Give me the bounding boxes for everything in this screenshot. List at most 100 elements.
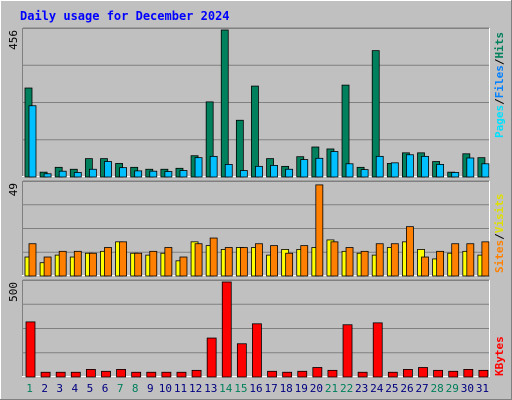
- day-tick-label: 19: [295, 382, 308, 395]
- hits-bar: [251, 85, 259, 178]
- day-tick-label: 28: [431, 382, 444, 395]
- files-bar: [360, 169, 369, 178]
- kbytes-bar: [101, 370, 111, 378]
- kbytes-bar: [433, 369, 444, 378]
- legend-sep: /: [493, 233, 506, 240]
- chart-title: Daily usage for December 2024: [20, 9, 230, 23]
- sites-bar: [119, 241, 127, 277]
- files-bar: [119, 167, 127, 178]
- sites-bar: [390, 243, 399, 277]
- files-bar: [104, 161, 112, 178]
- kbytes-bar: [418, 367, 428, 378]
- kbytes-bar: [448, 370, 459, 378]
- ymax-label: 456: [7, 30, 20, 50]
- kbytes-bar: [327, 369, 338, 378]
- kbytes-bar: [252, 323, 262, 378]
- files-bar: [436, 164, 445, 178]
- day-tick-label: 1: [26, 382, 33, 395]
- day-tick-label: 21: [325, 382, 338, 395]
- hits-bar: [341, 84, 350, 178]
- hits-bar: [220, 29, 229, 178]
- files-bar: [421, 155, 429, 178]
- files-bar: [224, 164, 233, 178]
- sites-bar: [28, 243, 37, 277]
- files-bar: [239, 170, 248, 178]
- files-bar: [209, 155, 218, 178]
- sites-bar: [43, 256, 52, 277]
- sites-bar: [345, 247, 354, 277]
- files-bar: [43, 173, 52, 178]
- kbytes-bar: [372, 322, 383, 378]
- day-tick-label: 26: [400, 382, 413, 395]
- day-tick-label: 18: [280, 382, 293, 395]
- kbytes-bar: [25, 321, 36, 378]
- files-bar: [270, 164, 278, 178]
- legend-hits: Hits: [493, 32, 506, 59]
- kbytes-bar: [191, 369, 202, 378]
- day-tick-label: 12: [189, 382, 202, 395]
- files-bar: [28, 105, 37, 178]
- sites-bar: [58, 250, 67, 277]
- hits-bar: [205, 101, 214, 178]
- day-tick-label: 20: [310, 382, 323, 395]
- hits-bar: [235, 119, 244, 178]
- day-tick-label: 14: [219, 382, 233, 395]
- kbytes-bar: [116, 368, 126, 378]
- day-tick-label: 13: [204, 382, 217, 395]
- sites-bar: [285, 252, 294, 277]
- day-tick-label: 10: [159, 382, 172, 395]
- sites-bar: [360, 250, 369, 277]
- kbytes-bar: [161, 371, 172, 378]
- day-tick-label: 4: [72, 382, 79, 395]
- files-bar: [194, 157, 203, 178]
- hits-bar: [371, 50, 380, 178]
- day-tick-label: 7: [117, 382, 124, 395]
- day-tick-label: 15: [234, 382, 247, 395]
- sites-bar: [300, 245, 309, 277]
- day-tick-label: 9: [147, 382, 154, 395]
- day-tick-label: 27: [415, 382, 428, 395]
- sites-bar: [451, 243, 460, 277]
- legend-sep: /: [493, 98, 506, 105]
- files-bar: [330, 151, 339, 178]
- sites-bar: [104, 247, 112, 277]
- kbytes-bar: [478, 369, 489, 378]
- files-bar: [466, 157, 475, 178]
- kbytes-bar: [40, 371, 51, 378]
- day-tick-label: 6: [102, 382, 109, 395]
- files-bar: [285, 168, 294, 178]
- sites-bar: [224, 247, 233, 277]
- sites-bar: [436, 250, 445, 277]
- files-bar: [451, 172, 460, 178]
- ymax-label: 500: [7, 282, 20, 302]
- day-tick-label: 25: [385, 382, 398, 395]
- sites-bar: [421, 256, 429, 277]
- legend: Pages/Files/Hits: [493, 32, 506, 138]
- legend: KBytes: [493, 336, 506, 376]
- kbytes-bar: [403, 368, 413, 378]
- files-bar: [481, 163, 490, 178]
- ymax-label: 49: [7, 183, 20, 196]
- kbytes-bar: [131, 371, 142, 378]
- day-tick-label: 30: [461, 382, 474, 395]
- kbytes-bar: [221, 281, 232, 378]
- day-tick-label: 24: [370, 382, 384, 395]
- sites-bar: [149, 250, 158, 277]
- sites-bar: [179, 256, 188, 277]
- kbytes-bar: [206, 337, 217, 378]
- files-bar: [375, 155, 384, 178]
- sites-bar: [134, 252, 143, 277]
- sites-bar: [406, 226, 414, 277]
- day-tick-label: 17: [264, 382, 277, 395]
- files-bar: [58, 170, 67, 178]
- day-tick-label: 2: [41, 382, 48, 395]
- kbytes-bar: [297, 370, 308, 378]
- sites-bar: [164, 247, 173, 277]
- legend-sites: Sites: [493, 240, 506, 273]
- legend: Sites/Visits: [493, 194, 506, 274]
- sites-bar: [330, 241, 339, 277]
- kbytes-bar: [267, 370, 277, 378]
- files-bar: [179, 170, 188, 178]
- day-tick-label: 11: [174, 382, 187, 395]
